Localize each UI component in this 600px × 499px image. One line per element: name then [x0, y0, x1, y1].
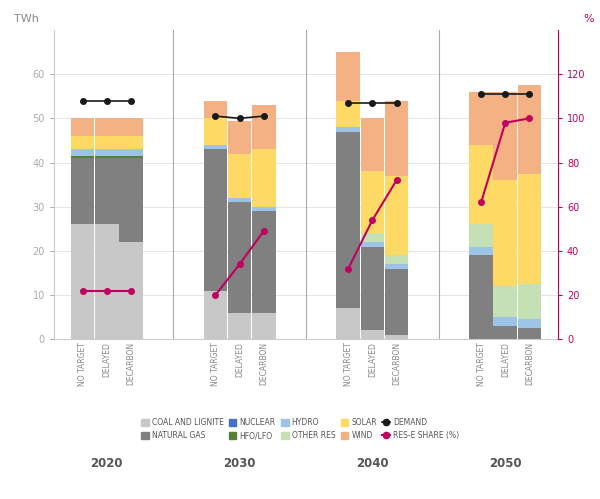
Bar	[95, 225, 119, 339]
Bar	[385, 255, 409, 264]
Bar	[71, 225, 94, 339]
Bar	[469, 92, 493, 145]
Bar	[228, 313, 251, 339]
Bar	[469, 145, 493, 225]
Text: %: %	[583, 14, 594, 24]
Bar	[493, 286, 517, 317]
Bar	[493, 92, 517, 180]
Bar	[385, 335, 409, 339]
Bar	[518, 328, 541, 339]
Bar	[71, 149, 94, 156]
Text: 2020: 2020	[91, 457, 123, 470]
Bar	[119, 149, 143, 156]
Legend: COAL AND LIGNITE, NATURAL GAS, NUCLEAR, HFO/LFO, HYDRO, OTHER RES, SOLAR, WIND, : COAL AND LIGNITE, NATURAL GAS, NUCLEAR, …	[138, 415, 462, 443]
Bar	[361, 242, 384, 247]
Bar	[71, 158, 94, 225]
Bar	[119, 242, 143, 339]
Bar	[361, 118, 384, 171]
Bar	[95, 158, 119, 225]
Bar	[493, 317, 517, 326]
Bar	[385, 268, 409, 335]
Bar	[228, 198, 251, 202]
Text: TWh: TWh	[14, 14, 38, 24]
Bar	[71, 118, 94, 136]
Bar	[361, 171, 384, 233]
Bar	[252, 211, 275, 313]
Bar	[71, 136, 94, 149]
Bar	[95, 136, 119, 149]
Bar	[252, 207, 275, 211]
Bar	[469, 247, 493, 255]
Bar	[469, 255, 493, 339]
Bar	[361, 330, 384, 339]
Bar	[95, 149, 119, 156]
Bar	[337, 127, 360, 132]
Text: 2030: 2030	[223, 457, 256, 470]
Bar	[361, 233, 384, 242]
Bar	[203, 145, 227, 149]
Bar	[493, 326, 517, 339]
Bar	[119, 156, 143, 158]
Bar	[385, 176, 409, 255]
Bar	[203, 149, 227, 291]
Bar	[518, 319, 541, 328]
Bar	[518, 85, 541, 174]
Bar	[119, 136, 143, 149]
Bar	[203, 291, 227, 339]
Bar	[518, 284, 541, 319]
Bar	[385, 264, 409, 268]
Bar	[361, 247, 384, 330]
Bar	[95, 156, 119, 158]
Text: 2040: 2040	[356, 457, 389, 470]
Bar	[95, 118, 119, 136]
Bar	[252, 105, 275, 149]
Bar	[252, 149, 275, 207]
Bar	[337, 52, 360, 101]
Bar	[203, 101, 227, 118]
Bar	[518, 174, 541, 284]
Bar	[252, 313, 275, 339]
Bar	[119, 158, 143, 242]
Text: 2050: 2050	[489, 457, 521, 470]
Bar	[337, 101, 360, 127]
Bar	[119, 118, 143, 136]
Bar	[228, 202, 251, 313]
Bar	[337, 308, 360, 339]
Bar	[228, 154, 251, 198]
Bar	[71, 156, 94, 158]
Bar	[337, 132, 360, 308]
Bar	[203, 118, 227, 145]
Bar	[493, 180, 517, 286]
Bar	[469, 225, 493, 247]
Bar	[228, 121, 251, 154]
Bar	[385, 101, 409, 176]
